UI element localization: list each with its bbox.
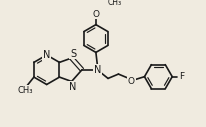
Text: F: F — [178, 72, 184, 81]
Text: CH₃: CH₃ — [17, 86, 33, 95]
Text: N: N — [43, 50, 50, 60]
Text: O: O — [127, 77, 134, 85]
Text: O: O — [92, 10, 99, 19]
Text: N: N — [94, 65, 101, 75]
Text: CH₃: CH₃ — [107, 0, 121, 7]
Text: S: S — [70, 49, 76, 59]
Text: N: N — [68, 82, 76, 92]
